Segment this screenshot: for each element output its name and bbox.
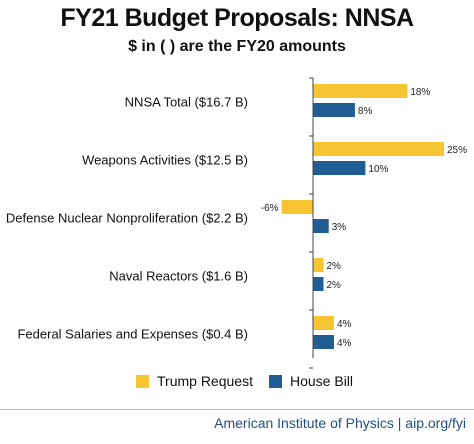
category-label: Defense Nuclear Nonproliferation ($2.2 B… bbox=[6, 211, 248, 226]
legend-label-house: House Bill bbox=[290, 373, 354, 389]
bar-house bbox=[313, 161, 366, 175]
legend-item-house: House Bill bbox=[269, 373, 353, 389]
legend-swatch-house bbox=[269, 374, 282, 388]
category-label: NNSA Total ($16.7 B) bbox=[125, 95, 248, 110]
footer-divider bbox=[0, 409, 474, 410]
bar-trump bbox=[281, 200, 313, 214]
data-label: 4% bbox=[337, 338, 352, 349]
category-label: Naval Reactors ($1.6 B) bbox=[109, 269, 248, 284]
legend-label-trump: Trump Request bbox=[157, 373, 253, 389]
bar-trump bbox=[313, 84, 408, 98]
legend-item-trump: Trump Request bbox=[136, 373, 253, 389]
bar-house bbox=[313, 277, 324, 291]
bar-house bbox=[313, 103, 355, 117]
legend: Trump Request House Bill bbox=[0, 373, 474, 393]
bar-trump bbox=[313, 316, 334, 330]
category-label: Weapons Activities ($12.5 B) bbox=[82, 153, 248, 168]
legend-swatch-trump bbox=[136, 374, 149, 388]
chart-subtitle: $ in ( ) are the FY20 amounts bbox=[128, 38, 346, 55]
data-label: 4% bbox=[337, 319, 352, 330]
chart-title: FY21 Budget Proposals: NNSA bbox=[60, 4, 414, 32]
bar-trump bbox=[313, 142, 444, 156]
data-label: 3% bbox=[332, 222, 347, 233]
data-label: 10% bbox=[368, 164, 388, 175]
data-label: 18% bbox=[410, 87, 430, 98]
data-label: 2% bbox=[326, 280, 341, 291]
bar-house bbox=[313, 335, 334, 349]
data-label: -6% bbox=[261, 203, 279, 214]
data-label: 25% bbox=[447, 145, 467, 156]
footer-credit: American Institute of Physics | aip.org/… bbox=[214, 415, 466, 431]
category-label: Federal Salaries and Expenses ($0.4 B) bbox=[17, 327, 248, 342]
bar-house bbox=[313, 219, 329, 233]
data-label: 8% bbox=[358, 106, 373, 117]
bar-trump bbox=[313, 258, 324, 272]
data-label: 2% bbox=[326, 261, 341, 272]
